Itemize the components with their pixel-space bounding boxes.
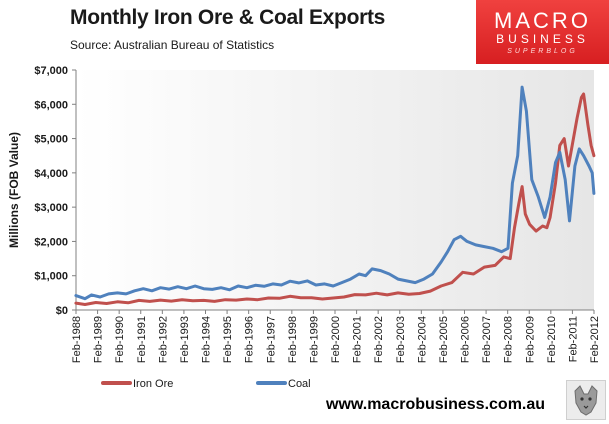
x-tick-label: Feb-2006 (460, 316, 472, 363)
x-tick-label: Feb-1999 (308, 316, 320, 363)
y-axis-label: Millions (FOB Value) (7, 132, 21, 248)
x-tick-label: Feb-2000 (330, 316, 342, 363)
x-tick-label: Feb-1993 (179, 316, 191, 363)
series-group (74, 85, 596, 306)
website-link[interactable]: www.macrobusiness.com.au (326, 396, 546, 413)
logo-text-superblog: SUPERBLOG (507, 48, 578, 55)
x-tick-label: Feb-2008 (503, 316, 515, 363)
x-tick-label: Feb-2007 (481, 316, 493, 363)
macro-business-logo[interactable]: MACRO BUSINESS SUPERBLOG (476, 0, 609, 64)
chart-title: Monthly Iron Ore & Coal Exports (70, 6, 386, 29)
y-tick-label: $6,000 (34, 99, 68, 111)
x-tick-label: Feb-2010 (546, 316, 558, 363)
x-tick-label: Feb-1988 (71, 316, 83, 363)
x-tick-label: Feb-1991 (136, 316, 148, 363)
x-tick-label: Feb-1989 (93, 316, 105, 363)
x-tick-label: Feb-2003 (395, 316, 407, 363)
series-line-iron-ore (74, 92, 596, 306)
y-tick-label: $1,000 (34, 271, 68, 283)
legend-coal-label: Coal (288, 378, 311, 390)
chart-subtitle: Source: Australian Bureau of Statistics (70, 38, 275, 52)
wolf-icon (566, 380, 606, 420)
x-tick-label: Feb-2009 (524, 316, 536, 363)
x-tick-label: Feb-2004 (416, 316, 428, 363)
y-tick-label: $7,000 (34, 65, 68, 77)
x-tick-label: Feb-1995 (222, 316, 234, 363)
x-tick-label: Feb-2005 (438, 316, 450, 363)
x-tick-label: Feb-1997 (265, 316, 277, 363)
logo-text-business: BUSINESS (496, 32, 589, 46)
y-tick-label: $2,000 (34, 236, 68, 248)
plot-area (76, 70, 594, 310)
series-line-coal (74, 85, 596, 301)
x-tick-label: Feb-2001 (352, 316, 364, 363)
y-axis: $0 $1,000 $2,000 $3,000 $4,000 $5,000 $6,000 $7… (34, 65, 77, 317)
y-tick-label: $5,000 (34, 134, 68, 146)
x-tick-label: Feb-1990 (114, 316, 126, 363)
logo-text-macro: MACRO (494, 8, 591, 33)
x-tick-label: Feb-2002 (373, 316, 385, 363)
x-tick-label: Feb-2011 (567, 316, 579, 362)
legend: Iron Ore Coal (101, 378, 311, 390)
y-tick-label: $0 (56, 305, 68, 317)
y-tick-label: $3,000 (34, 202, 68, 214)
y-tick-label: $4,000 (34, 168, 68, 180)
x-tick-label: Feb-1998 (287, 316, 299, 363)
x-tick-label: Feb-1996 (244, 316, 256, 363)
x-tick-label: Feb-1994 (201, 316, 213, 363)
x-axis: Feb-1988 Feb-1989 Feb-1990 Feb-1991 Feb-1992… (71, 309, 601, 363)
x-tick-label: Feb-1992 (157, 316, 169, 363)
x-tick-label: Feb-2012 (589, 316, 601, 363)
legend-iron-ore-label: Iron Ore (133, 378, 173, 390)
